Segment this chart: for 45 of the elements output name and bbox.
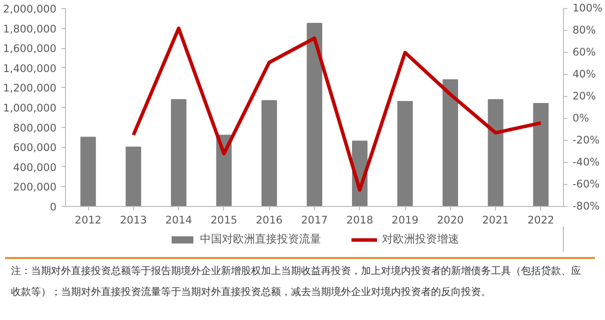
y2-tick-label: -60% <box>572 178 600 190</box>
x-tick-label: 2014 <box>165 214 192 226</box>
y-tick-label: 1,400,000 <box>3 62 57 75</box>
legend-label: 对欧洲投资增速 <box>382 232 459 246</box>
y2-tick-label: -40% <box>572 156 600 168</box>
bar <box>488 99 504 206</box>
y-tick-label: 0 <box>50 202 57 214</box>
legend-label: 中国对欧洲直接投资流量 <box>200 232 321 246</box>
bar <box>442 79 458 206</box>
y2-tick-label: -80% <box>572 200 600 212</box>
bar <box>261 100 277 206</box>
y2-tick-label: 0% <box>572 112 590 124</box>
y-tick-label: 600,000 <box>13 142 56 154</box>
y2-tick-label: 40% <box>572 68 596 80</box>
y2-tick-label: 60% <box>572 46 596 58</box>
y-tick-label: 200,000 <box>13 182 56 194</box>
x-tick-label: 2019 <box>392 214 418 226</box>
bar <box>533 103 549 206</box>
y2-tick-label: 100% <box>572 2 603 14</box>
x-tick-label: 2017 <box>301 214 328 226</box>
y2-tick-label: 20% <box>572 90 596 102</box>
x-tick-label: 2022 <box>528 214 554 226</box>
x-tick-label: 2013 <box>120 214 147 226</box>
y2-tick-label: 80% <box>572 24 596 36</box>
y-tick-label: 400,000 <box>13 162 56 174</box>
x-tick-label: 2015 <box>210 214 238 226</box>
x-tick-label: 2012 <box>74 214 102 226</box>
x-tick-label: 2016 <box>256 214 283 226</box>
bar <box>80 136 96 206</box>
y-tick-label: 1,800,000 <box>3 23 57 36</box>
y-tick-label: 2,000,000 <box>3 4 57 16</box>
y-tick-label: 800,000 <box>13 122 56 134</box>
y2-tick-label: -20% <box>572 134 600 146</box>
bar <box>126 146 142 206</box>
y-tick-label: 1,600,000 <box>3 43 57 56</box>
y-tick-label: 1,000,000 <box>3 102 57 114</box>
text: 注：当期对外直接投资总额等于报告期境外企业新增股权加上当期收益再投资，加上对境内投资者的新增债务工具（包括贷款、应收款等）；当期对外直接投资流量等于当期对外直接投资总额，减去当期境外企业对境内投资者的反向投资。 <box>11 264 582 300</box>
y-tick-label: 1,200,000 <box>3 82 57 95</box>
x-tick-label: 2020 <box>436 214 464 226</box>
bar <box>397 101 413 206</box>
bar <box>306 22 322 206</box>
line-series <box>132 26 543 192</box>
bar <box>170 99 186 206</box>
x-tick-label: 2021 <box>482 214 509 226</box>
x-tick-label: 2018 <box>346 214 374 226</box>
